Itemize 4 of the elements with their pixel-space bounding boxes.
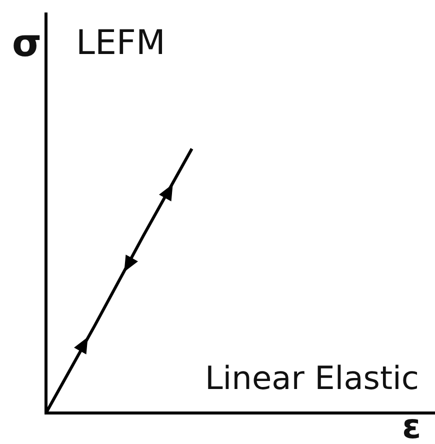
chart-title: LEFM [76, 23, 166, 63]
x-axis-title: ε [402, 407, 421, 444]
annotation: Linear Elastic [204, 359, 419, 397]
y-axis-title: σ [12, 21, 42, 65]
